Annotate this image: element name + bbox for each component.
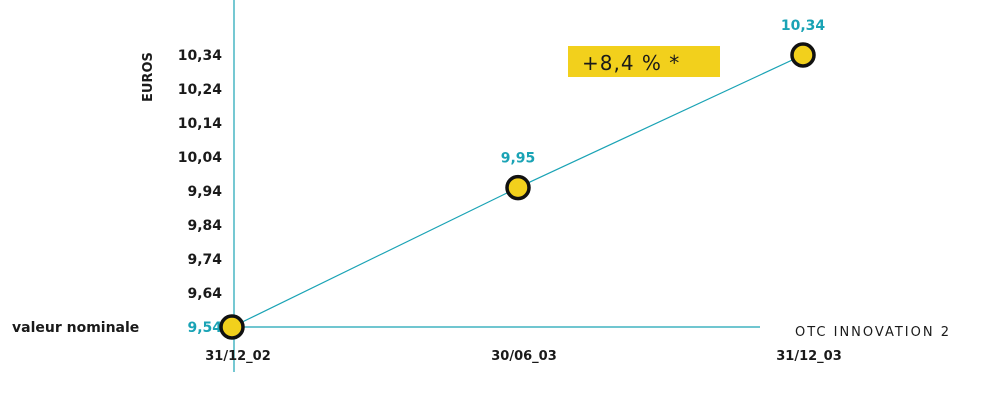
- y-ticks: 9,54 9,64 9,74 9,84 9,94 10,04 10,14 10,24 10,34: [178, 48, 223, 336]
- x-tick-label: 31/12_02: [205, 349, 271, 364]
- x-tick-label: 31/12_03: [776, 349, 842, 364]
- growth-badge: +8,4 % *: [568, 46, 720, 77]
- data-points: [219, 42, 816, 340]
- y-tick-label: 10,14: [178, 116, 223, 132]
- data-labels: 9,95 10,34: [501, 18, 826, 167]
- x-tick-label: 30/06_03: [491, 349, 557, 364]
- y-tick-label: 9,94: [187, 184, 222, 200]
- data-point: [505, 174, 531, 201]
- y-tick-label: 10,24: [178, 82, 223, 98]
- y-tick-label: 9,54: [187, 320, 222, 336]
- growth-badge-background: [568, 46, 720, 77]
- y-tick-label: 9,84: [187, 218, 222, 234]
- x-ticks: 31/12_02 30/06_03 31/12_03: [205, 349, 842, 364]
- data-label: 10,34: [781, 18, 826, 34]
- baseline-label: valeur nominale: [12, 320, 139, 336]
- data-label: 9,95: [501, 151, 536, 167]
- y-tick-label: 9,64: [187, 286, 222, 302]
- data-point: [790, 42, 816, 68]
- data-point: [219, 314, 245, 340]
- axes: [222, 0, 760, 372]
- y-tick-label: 9,74: [187, 252, 222, 268]
- y-axis-label: EUROS: [141, 52, 156, 102]
- y-tick-label: 10,34: [178, 48, 223, 64]
- y-tick-label: 10,04: [178, 150, 223, 166]
- series-name: OTC INNOVATION 2: [795, 325, 951, 340]
- growth-badge-text: +8,4 % *: [582, 51, 680, 75]
